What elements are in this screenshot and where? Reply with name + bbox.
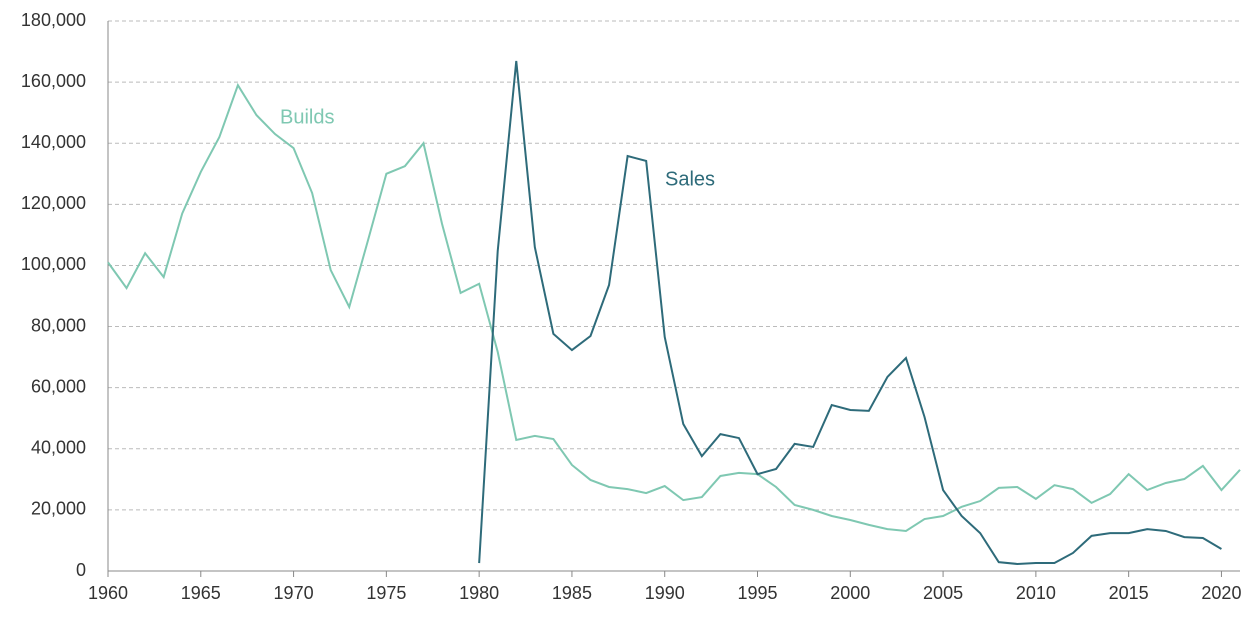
x-tick-label: 2010 (1016, 583, 1056, 603)
y-tick-label: 140,000 (21, 132, 86, 152)
x-tick-label: 1985 (552, 583, 592, 603)
x-tick-label: 2020 (1201, 583, 1241, 603)
y-tick-label: 160,000 (21, 71, 86, 91)
x-tick-label: 1960 (88, 583, 128, 603)
y-tick-label: 60,000 (31, 376, 86, 396)
series-label: Sales (665, 168, 715, 190)
y-tick-label: 20,000 (31, 499, 86, 519)
x-tick-label: 2005 (923, 583, 963, 603)
x-tick-label: 1975 (366, 583, 406, 603)
y-tick-label: 120,000 (21, 193, 86, 213)
series-line (107, 82, 1241, 533)
x-tick-label: 1995 (737, 583, 777, 603)
series-label: Builds (280, 106, 334, 128)
series-line (478, 60, 1222, 565)
x-tick-label: 1970 (274, 583, 314, 603)
x-tick-label: 1990 (645, 583, 685, 603)
x-tick-label: 1980 (459, 583, 499, 603)
x-tick-label: 1965 (181, 583, 221, 603)
x-tick-label: 2015 (1109, 583, 1149, 603)
y-tick-label: 40,000 (31, 438, 86, 458)
y-tick-label: 100,000 (21, 254, 86, 274)
y-tick-label: 0 (76, 560, 86, 580)
y-tick-label: 180,000 (21, 10, 86, 30)
x-tick-label: 2000 (830, 583, 870, 603)
y-tick-label: 80,000 (31, 315, 86, 335)
